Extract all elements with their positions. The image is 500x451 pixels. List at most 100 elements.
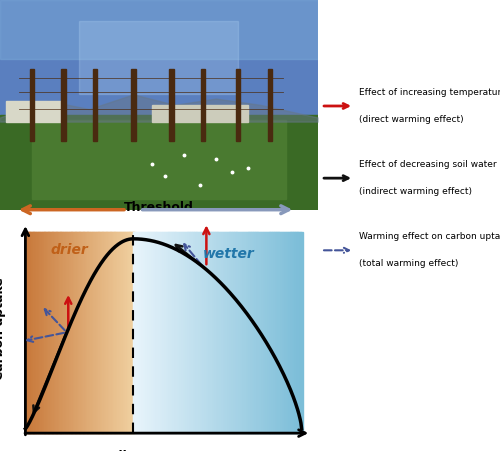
Bar: [214, 232, 217, 433]
Bar: [88, 232, 90, 433]
Bar: [124, 232, 127, 433]
Bar: [200, 232, 204, 433]
Bar: [216, 232, 219, 433]
Bar: [169, 232, 173, 433]
Bar: [144, 232, 148, 433]
Bar: [287, 232, 290, 433]
Bar: [232, 232, 236, 433]
Bar: [100, 232, 102, 433]
Bar: [154, 232, 158, 433]
Bar: [126, 232, 128, 433]
Bar: [298, 232, 301, 433]
Bar: [238, 232, 242, 433]
Bar: [194, 232, 198, 433]
Bar: [40, 232, 43, 433]
Bar: [0, 0, 318, 122]
Bar: [93, 69, 98, 141]
Bar: [36, 232, 39, 433]
Bar: [196, 232, 200, 433]
Bar: [272, 232, 276, 433]
Bar: [34, 232, 36, 433]
Bar: [108, 232, 110, 433]
Bar: [101, 232, 104, 433]
Bar: [26, 232, 29, 433]
Bar: [264, 232, 268, 433]
Bar: [190, 232, 194, 433]
Bar: [184, 232, 188, 433]
Bar: [167, 232, 170, 433]
Bar: [121, 232, 124, 433]
Bar: [126, 232, 130, 433]
Bar: [46, 232, 48, 433]
Bar: [32, 120, 286, 199]
Bar: [262, 232, 266, 433]
Bar: [90, 232, 93, 433]
Bar: [142, 232, 146, 433]
Bar: [68, 232, 71, 433]
Bar: [52, 232, 56, 433]
Bar: [28, 232, 31, 433]
Bar: [38, 232, 40, 433]
Bar: [114, 232, 117, 433]
Bar: [72, 232, 74, 433]
Bar: [178, 232, 181, 433]
Bar: [291, 232, 295, 433]
Bar: [228, 232, 232, 433]
Bar: [205, 232, 208, 433]
Bar: [150, 232, 154, 433]
Text: Soil water content: Soil water content: [100, 450, 230, 451]
Bar: [64, 232, 68, 433]
Bar: [251, 232, 255, 433]
Bar: [289, 232, 292, 433]
Text: Effect of decreasing soil water content: Effect of decreasing soil water content: [360, 160, 500, 169]
Bar: [93, 232, 96, 433]
Bar: [203, 232, 206, 433]
Bar: [80, 232, 82, 433]
Bar: [266, 232, 270, 433]
Bar: [220, 232, 224, 433]
Bar: [140, 232, 143, 433]
Bar: [186, 232, 190, 433]
Bar: [236, 232, 240, 433]
Bar: [118, 232, 122, 433]
Bar: [106, 232, 110, 433]
Bar: [92, 232, 94, 433]
Bar: [6, 101, 64, 122]
Bar: [247, 232, 250, 433]
Bar: [148, 232, 152, 433]
Bar: [62, 69, 66, 141]
Bar: [97, 232, 100, 433]
Bar: [165, 232, 168, 433]
Text: Effect of increasing temperature: Effect of increasing temperature: [360, 88, 500, 97]
Bar: [74, 232, 77, 433]
Bar: [180, 232, 184, 433]
Bar: [110, 232, 114, 433]
Bar: [96, 232, 98, 433]
Bar: [226, 232, 230, 433]
Bar: [192, 232, 196, 433]
Bar: [32, 232, 35, 433]
Bar: [253, 232, 257, 433]
Bar: [117, 232, 120, 433]
Bar: [285, 232, 288, 433]
Bar: [249, 232, 252, 433]
Bar: [160, 232, 164, 433]
Bar: [120, 232, 123, 433]
Bar: [146, 232, 150, 433]
Bar: [42, 232, 44, 433]
Bar: [234, 232, 238, 433]
Bar: [89, 232, 92, 433]
Bar: [94, 232, 97, 433]
Bar: [268, 232, 272, 433]
Bar: [105, 232, 108, 433]
Bar: [44, 232, 47, 433]
Bar: [0, 115, 318, 210]
Bar: [84, 232, 86, 433]
Bar: [130, 232, 134, 433]
Bar: [67, 232, 70, 433]
Bar: [188, 232, 192, 433]
Bar: [201, 69, 205, 141]
Text: (direct warming effect): (direct warming effect): [360, 115, 464, 124]
Bar: [54, 232, 56, 433]
Bar: [280, 232, 284, 433]
